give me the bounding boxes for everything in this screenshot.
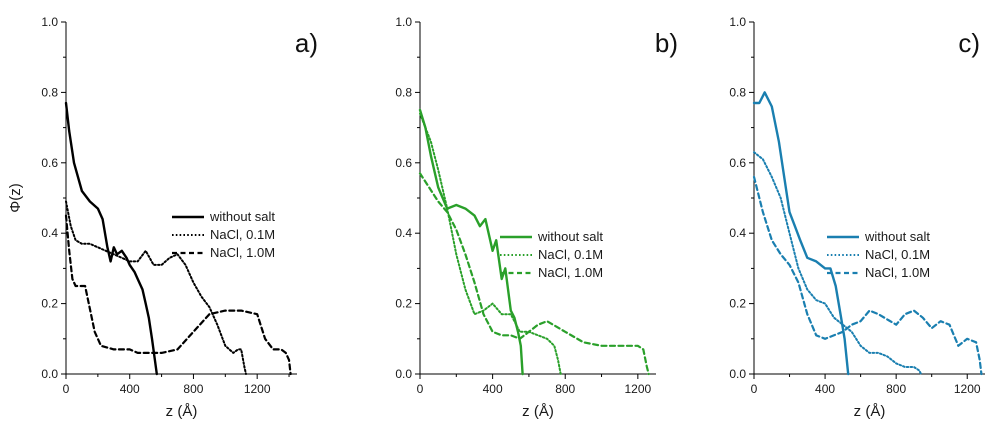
legend-entry: NaCl, 1.0M — [865, 265, 930, 280]
y-tick-label: 0.2 — [729, 297, 746, 311]
series-line-solid — [752, 91, 850, 376]
y-tick-label: 0.6 — [41, 156, 58, 170]
y-tick-label: 0.0 — [729, 367, 746, 381]
x-tick-label: 800 — [183, 382, 203, 396]
y-tick-label: 1.0 — [395, 15, 412, 29]
series-line-dashed — [64, 214, 292, 376]
series-line-dashed — [752, 175, 983, 376]
y-tick-label: 0.6 — [729, 156, 746, 170]
legend-entry: NaCl, 0.1M — [865, 247, 930, 262]
y-axis-label: Φ(z) — [7, 183, 24, 212]
x-tick-label: 0 — [417, 382, 424, 396]
y-tick-label: 0.0 — [395, 367, 412, 381]
x-tick-label: 400 — [483, 382, 503, 396]
x-axis-label: z (Å) — [522, 403, 554, 420]
y-tick-label: 0.4 — [41, 226, 58, 240]
y-tick-label: 0.8 — [729, 85, 746, 99]
series-line-dotted — [65, 200, 247, 375]
panel-label: a) — [295, 28, 318, 58]
panel-label: c) — [958, 28, 980, 58]
chart-panel-2: 0.0 0.2 0.4 0.6 0.8 1.0 0 400 800 1200 z (Å) b) with… — [395, 15, 678, 420]
x-tick-label: 1200 — [954, 382, 981, 396]
series-line-solid — [64, 101, 158, 376]
x-tick-label: 0 — [751, 382, 758, 396]
y-tick-label: 0.8 — [41, 85, 58, 99]
series-line-dashed — [418, 172, 650, 376]
series-line-dotted — [419, 112, 562, 375]
legend-entry: without salt — [864, 229, 930, 244]
x-tick-label: 0 — [63, 382, 70, 396]
x-tick-label: 400 — [120, 382, 140, 396]
chart-panel-1: 0.0 0.2 0.4 0.6 0.8 1.0 0 400 800 1200 z (Å) Φ(z) a)… — [7, 15, 318, 420]
y-tick-label: 0.0 — [41, 367, 58, 381]
x-axis-label: z (Å) — [854, 403, 886, 420]
y-tick-label: 1.0 — [41, 15, 58, 29]
chart-panel-3: 0.0 0.2 0.4 0.6 0.8 1.0 0 400 800 1200 z (Å) c) with… — [729, 15, 985, 420]
legend-entry: NaCl, 0.1M — [538, 247, 603, 262]
y-tick-label: 1.0 — [729, 15, 746, 29]
x-axis-label: z (Å) — [166, 403, 198, 420]
legend-entry: NaCl, 1.0M — [210, 245, 275, 260]
y-tick-label: 0.2 — [41, 297, 58, 311]
legend-entry: without salt — [537, 229, 603, 244]
y-tick-label: 0.8 — [395, 85, 412, 99]
y-tick-label: 0.6 — [395, 156, 412, 170]
x-tick-label: 1200 — [244, 382, 271, 396]
y-tick-label: 0.2 — [395, 297, 412, 311]
legend-entry: without salt — [209, 209, 275, 224]
series-line-solid — [418, 108, 524, 376]
series-line-dotted — [753, 151, 922, 375]
y-tick-label: 0.4 — [395, 226, 412, 240]
legend-entry: NaCl, 0.1M — [210, 227, 275, 242]
x-tick-label: 400 — [815, 382, 835, 396]
x-tick-label: 800 — [886, 382, 906, 396]
legend-entry: NaCl, 1.0M — [538, 265, 603, 280]
y-tick-label: 0.4 — [729, 226, 746, 240]
x-tick-label: 1200 — [624, 382, 651, 396]
x-tick-label: 800 — [555, 382, 575, 396]
panel-label: b) — [655, 28, 678, 58]
